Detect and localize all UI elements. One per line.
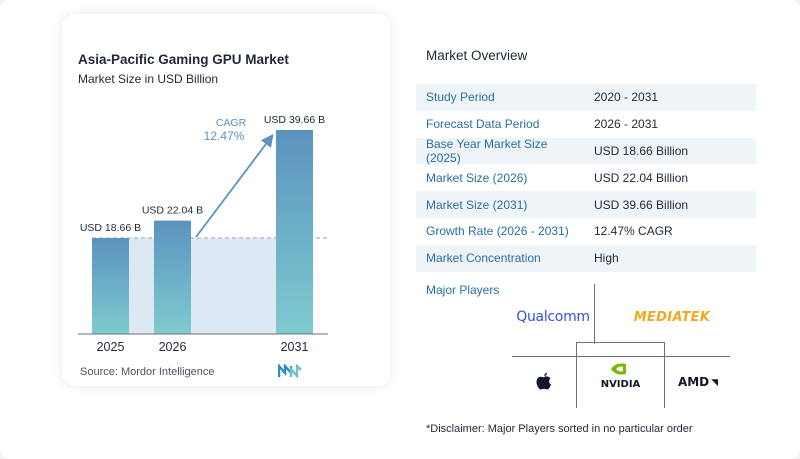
disclaimer: *Disclaimer: Major Players sorted in no … bbox=[426, 423, 693, 435]
overview-row-value: USD 22.04 Billion bbox=[594, 170, 689, 185]
overview-row-key: Growth Rate (2026 - 2031) bbox=[426, 224, 569, 239]
cagr-value: 12.47% bbox=[204, 129, 245, 143]
mordor-intelligence-logo-icon bbox=[278, 364, 302, 378]
overview-row-key: Study Period bbox=[426, 90, 495, 105]
mediatek-logo: MEDIATEK bbox=[633, 309, 711, 325]
overview-row-key: Market Size (2031) bbox=[426, 197, 528, 212]
overview-row: Study Period 2020 - 2031 bbox=[416, 84, 756, 111]
player-grid-divider bbox=[512, 356, 730, 357]
bar-2031 bbox=[276, 130, 313, 334]
major-players-label: Major Players bbox=[426, 283, 500, 297]
overview-row-value: USD 39.66 Billion bbox=[594, 197, 689, 212]
overview-row: Market Concentration High bbox=[416, 244, 756, 272]
player-grid-divider bbox=[576, 342, 664, 343]
overview-row-value: 2026 - 2031 bbox=[594, 117, 659, 132]
overview-row-value: 2020 - 2031 bbox=[594, 90, 659, 105]
player-grid-divider bbox=[594, 284, 595, 344]
nvidia-eye-icon bbox=[610, 363, 626, 375]
overview-row-key: Base Year Market Size (2025) bbox=[426, 137, 548, 165]
overview-row-key: Market Concentration bbox=[426, 251, 541, 266]
bar-2026 bbox=[154, 220, 191, 334]
overview-table: Study Period 2020 - 2031 Forecast Data Per… bbox=[416, 84, 756, 272]
chart-subtitle: Market Size in USD Billion bbox=[78, 72, 219, 86]
overview-title: Market Overview bbox=[426, 48, 528, 63]
overview-row: Forecast Data Period 2026 - 2031 bbox=[416, 111, 756, 138]
overview-row-value: USD 18.66 Billion bbox=[594, 143, 689, 158]
cagr-label: CAGR bbox=[216, 117, 247, 129]
chart-title: Asia-Pacific Gaming GPU Market bbox=[78, 52, 289, 67]
overview-row: Market Size (2026) USD 22.04 Billion bbox=[416, 164, 756, 191]
x-tick-label: 2026 bbox=[159, 340, 187, 354]
apple-logo-icon bbox=[512, 362, 576, 402]
overview-row: Market Size (2031) USD 39.66 Billion bbox=[416, 191, 756, 218]
data-label: USD 18.66 B bbox=[80, 222, 141, 234]
overview-row-value: 12.47% CAGR bbox=[594, 224, 673, 239]
overview-row: Growth Rate (2026 - 2031) 12.47% CAGR bbox=[416, 218, 756, 245]
overview-row: Base Year Market Size (2025) USD 18.66 Bi… bbox=[416, 137, 756, 165]
player-grid-divider bbox=[664, 342, 665, 408]
bar-chart: USD 18.66 B 2025 USD 22.04 B 2026 USD 39.66 … bbox=[78, 114, 328, 354]
bar-2025 bbox=[92, 238, 129, 334]
overview-row-key: Market Size (2026) bbox=[426, 170, 528, 185]
amd-logo: AMD ◥ bbox=[677, 375, 719, 389]
x-tick-label: 2031 bbox=[281, 340, 309, 354]
overview-row-value: High bbox=[594, 251, 619, 266]
data-label: USD 22.04 B bbox=[142, 205, 203, 217]
qualcomm-logo: Qualcomm bbox=[516, 309, 590, 325]
data-label: USD 39.66 B bbox=[264, 114, 325, 126]
source-note: Source: Mordor Intelligence bbox=[80, 366, 215, 378]
amd-arrow-icon: ◥ bbox=[711, 376, 719, 387]
player-grid-divider bbox=[576, 342, 577, 408]
market-overview-panel: Market Overview Study Period 2020 - 2031 F… bbox=[416, 0, 756, 459]
nvidia-logo: NVIDIA bbox=[577, 346, 664, 406]
cagr-arrow bbox=[195, 133, 274, 238]
x-tick-label: 2025 bbox=[97, 340, 125, 354]
overview-row-key: Forecast Data Period bbox=[426, 117, 540, 132]
